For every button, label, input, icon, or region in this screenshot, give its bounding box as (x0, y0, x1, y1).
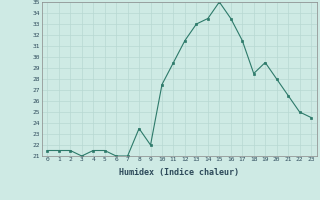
X-axis label: Humidex (Indice chaleur): Humidex (Indice chaleur) (119, 168, 239, 177)
